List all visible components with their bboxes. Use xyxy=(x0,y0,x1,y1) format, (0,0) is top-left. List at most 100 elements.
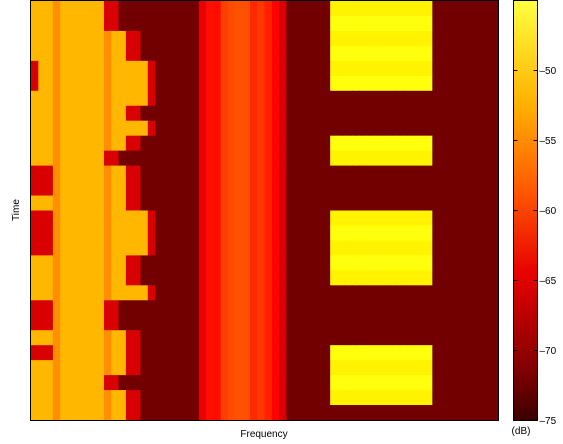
heatmap-cell xyxy=(31,60,39,77)
heatmap-cell xyxy=(308,360,317,376)
heatmap-cell xyxy=(264,270,273,286)
heatmap-cell xyxy=(454,75,463,92)
heatmap-cell xyxy=(410,360,419,376)
heatmap-cell xyxy=(410,120,419,137)
heatmap-cell xyxy=(242,75,251,92)
heatmap-cell xyxy=(220,330,229,346)
heatmap-cell xyxy=(198,315,207,331)
heatmap-cell xyxy=(228,195,236,212)
heatmap-cell xyxy=(388,375,397,391)
heatmap-cell xyxy=(31,105,39,122)
heatmap-cell xyxy=(60,90,69,107)
heatmap-cell xyxy=(162,75,171,92)
heatmap-cell xyxy=(439,120,448,137)
heatmap-cell xyxy=(52,135,61,152)
heatmap-cell xyxy=(162,135,171,152)
heatmap-cell xyxy=(352,375,360,391)
heatmap-cell xyxy=(67,1,76,17)
heatmap-cell xyxy=(432,345,441,361)
heatmap-cell xyxy=(373,165,382,182)
heatmap-cell xyxy=(366,180,375,197)
heatmap-cell xyxy=(169,225,178,242)
heatmap-cell xyxy=(169,120,178,137)
heatmap-cell xyxy=(476,60,485,77)
heatmap-cell xyxy=(176,30,185,47)
heatmap-cell xyxy=(213,45,222,62)
heatmap-cell xyxy=(417,240,426,256)
y-axis-label: Time xyxy=(11,199,22,221)
heatmap-cell xyxy=(373,405,382,421)
heatmap-cell xyxy=(133,300,142,316)
heatmap-cell xyxy=(96,210,105,227)
heatmap-cell xyxy=(220,135,229,152)
heatmap-cell xyxy=(220,240,229,256)
heatmap-cell xyxy=(191,240,200,256)
heatmap-cell xyxy=(140,105,149,122)
heatmap-cell xyxy=(74,75,83,92)
heatmap-cell xyxy=(446,285,455,301)
heatmap-cell xyxy=(191,105,200,122)
heatmap-cell xyxy=(439,15,448,32)
heatmap-cell xyxy=(330,180,339,197)
heatmap-cell xyxy=(330,150,339,167)
heatmap-cell xyxy=(476,165,485,182)
heatmap-cell xyxy=(454,90,463,107)
heatmap-cell xyxy=(74,405,83,421)
heatmap-cell xyxy=(96,270,105,286)
heatmap-cell xyxy=(118,330,127,346)
heatmap-cell xyxy=(184,90,193,107)
heatmap-cell xyxy=(366,195,375,212)
heatmap-cell xyxy=(359,330,368,346)
heatmap-cell xyxy=(359,345,368,361)
heatmap-cell xyxy=(308,240,317,256)
heatmap-cell xyxy=(89,45,98,62)
heatmap-cell xyxy=(403,135,412,152)
heatmap-cell xyxy=(169,405,178,421)
heatmap-cell xyxy=(344,330,353,346)
heatmap-cell xyxy=(206,90,215,107)
heatmap-cell xyxy=(476,135,485,152)
heatmap-cell xyxy=(395,120,404,137)
heatmap-cell xyxy=(45,270,54,286)
heatmap-cell xyxy=(191,150,200,167)
heatmap-cell xyxy=(279,300,287,316)
heatmap-cell xyxy=(446,150,455,167)
heatmap-cell xyxy=(344,225,353,242)
heatmap-cell xyxy=(125,300,134,316)
heatmap-cell xyxy=(454,45,463,62)
heatmap-cell xyxy=(490,270,499,286)
heatmap-cell xyxy=(300,195,309,212)
heatmap-cell xyxy=(249,105,258,122)
heatmap-cell xyxy=(206,120,215,137)
heatmap-cell xyxy=(103,270,112,286)
heatmap-cell xyxy=(213,75,222,92)
heatmap-cell xyxy=(147,315,156,331)
heatmap-cell xyxy=(169,300,178,316)
heatmap-cell xyxy=(191,285,200,301)
heatmap-cell xyxy=(162,285,171,301)
heatmap-cell xyxy=(381,180,390,197)
heatmap-cell xyxy=(198,120,207,137)
heatmap-cell xyxy=(249,75,258,92)
heatmap-cell xyxy=(271,240,280,256)
heatmap-cell xyxy=(461,120,470,137)
heatmap-cell xyxy=(125,390,134,406)
heatmap-cell xyxy=(308,225,317,242)
heatmap-cell xyxy=(300,285,309,301)
heatmap-cell xyxy=(67,285,76,301)
heatmap-cell xyxy=(330,255,339,271)
heatmap-cell xyxy=(184,15,193,32)
heatmap-cell xyxy=(293,1,302,17)
heatmap-cell xyxy=(147,270,156,286)
heatmap-cell xyxy=(322,315,331,331)
heatmap-cell xyxy=(315,330,324,346)
heatmap-cell xyxy=(417,30,426,47)
heatmap-cell xyxy=(279,270,287,286)
heatmap-cell xyxy=(279,405,287,421)
heatmap-cell xyxy=(169,60,178,77)
heatmap-cell xyxy=(337,390,346,406)
heatmap-cell xyxy=(461,390,470,406)
heatmap-cell xyxy=(381,105,390,122)
heatmap-cell xyxy=(118,300,127,316)
heatmap-cell xyxy=(352,345,360,361)
